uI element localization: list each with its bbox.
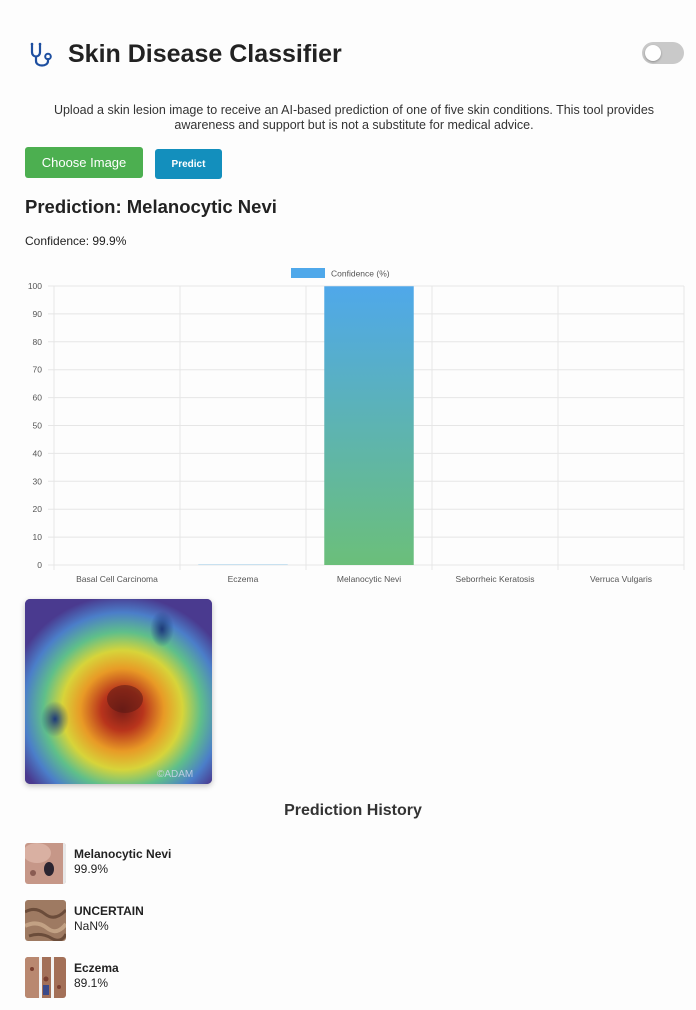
y-tick-label: 30 bbox=[33, 476, 43, 486]
history-item-confidence: 89.1% bbox=[74, 976, 109, 990]
history-title: Prediction History bbox=[284, 802, 422, 819]
x-tick-label: Melanocytic Nevi bbox=[337, 574, 401, 584]
history-item-confidence: NaN% bbox=[74, 919, 109, 933]
chart-bar bbox=[324, 286, 414, 565]
history-item[interactable]: Melanocytic Nevi 99.9% bbox=[25, 843, 425, 900]
rough-skin-thumbnail bbox=[25, 900, 66, 941]
prediction-title: Prediction: Melanocytic Nevi bbox=[25, 196, 277, 217]
history-item-label: Eczema bbox=[74, 961, 119, 975]
y-tick-label: 40 bbox=[33, 448, 43, 458]
y-tick-label: 80 bbox=[33, 337, 43, 347]
legend-label: Confidence (%) bbox=[331, 269, 390, 279]
history-item[interactable]: UNCERTAIN NaN% bbox=[25, 900, 425, 957]
app-title: Skin Disease Classifier bbox=[68, 40, 342, 68]
history-item[interactable]: Eczema 89.1% bbox=[25, 957, 425, 1010]
history-list: Melanocytic Nevi 99.9% UNCERTAIN NaN% bbox=[25, 843, 425, 1010]
x-tick-label: Seborrheic Keratosis bbox=[456, 574, 535, 584]
toggle-knob bbox=[645, 45, 661, 61]
app-header: Skin Disease Classifier bbox=[26, 38, 686, 74]
confidence-chart: 0 10 20 30 40 50 60 70 80 90 100 Basal Cell Carcino… bbox=[0, 262, 696, 592]
x-tick-label: Basal Cell Carcinoma bbox=[76, 574, 158, 584]
app-description: Upload a skin lesion image to receive an… bbox=[53, 103, 655, 132]
mole-thumbnail bbox=[25, 843, 66, 884]
legend-swatch bbox=[291, 268, 325, 278]
y-tick-label: 0 bbox=[37, 560, 42, 570]
confidence-bar-chart: 0 10 20 30 40 50 60 70 80 90 100 Basal Cell Carcino… bbox=[28, 268, 685, 584]
y-tick-label: 20 bbox=[33, 504, 43, 514]
stethoscope-icon bbox=[30, 42, 52, 67]
eczema-thumbnail bbox=[25, 957, 66, 998]
confidence-text: Confidence: 99.9% bbox=[25, 234, 127, 248]
history-item-label: UNCERTAIN bbox=[74, 904, 144, 918]
y-tick-label: 10 bbox=[33, 532, 43, 542]
heatmap-image: ©ADAM bbox=[25, 599, 212, 784]
svg-text:©ADAM: ©ADAM bbox=[157, 769, 193, 780]
x-tick-label: Verruca Vulgaris bbox=[590, 574, 652, 584]
predict-button[interactable]: Predict bbox=[155, 149, 222, 179]
y-tick-label: 90 bbox=[33, 309, 43, 319]
y-tick-label: 50 bbox=[33, 421, 43, 431]
theme-toggle[interactable] bbox=[642, 42, 684, 64]
x-tick-label: Eczema bbox=[228, 574, 259, 584]
y-tick-label: 60 bbox=[33, 393, 43, 403]
history-item-label: Melanocytic Nevi bbox=[74, 847, 172, 861]
heatmap-graphic: ©ADAM bbox=[25, 599, 212, 784]
y-tick-label: 100 bbox=[28, 281, 42, 291]
choose-image-button[interactable]: Choose Image bbox=[25, 147, 143, 178]
y-tick-label: 70 bbox=[33, 365, 43, 375]
history-item-confidence: 99.9% bbox=[74, 862, 109, 876]
